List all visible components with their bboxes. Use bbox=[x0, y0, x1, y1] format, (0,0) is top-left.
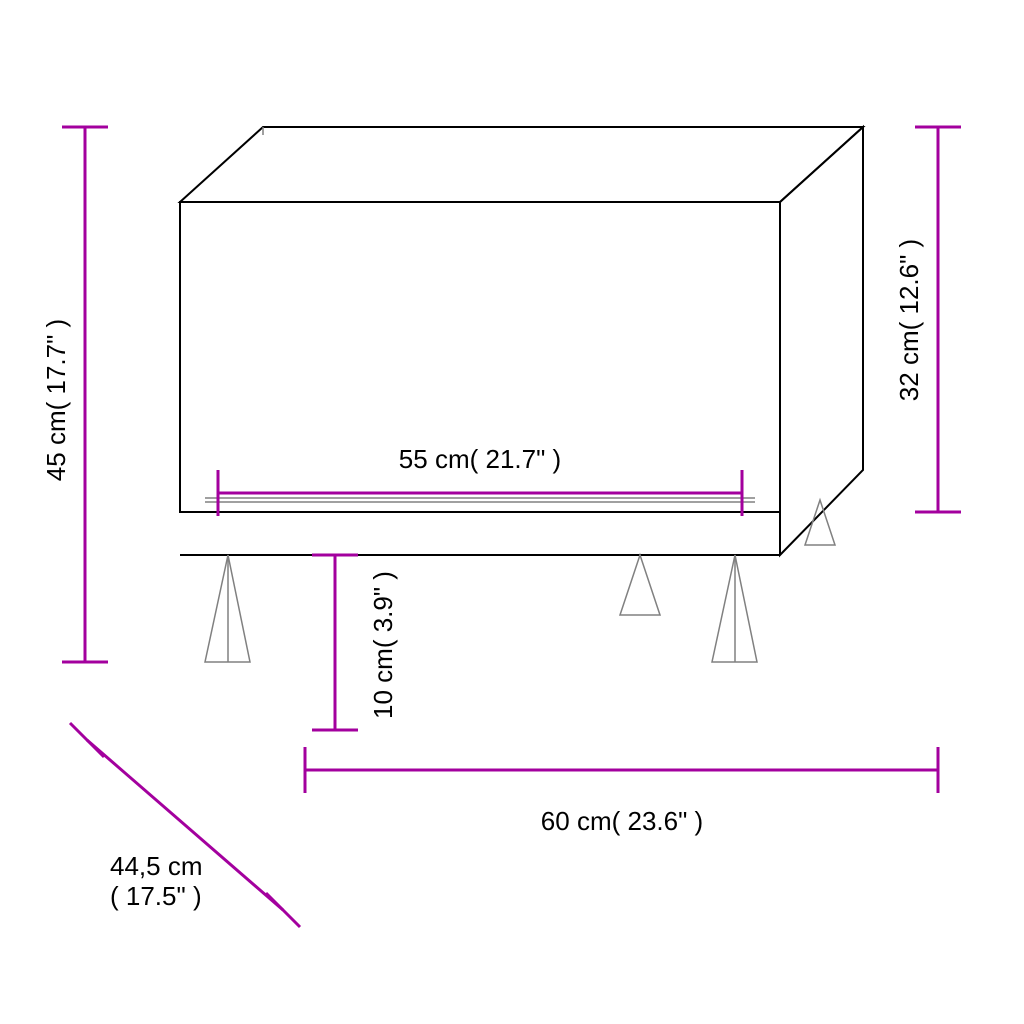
dim-width-total: 60 cm( 23.6" ) bbox=[305, 747, 938, 836]
dim-width-inner: 55 cm( 21.7" ) bbox=[218, 444, 742, 516]
dim-depth: 44,5 cm ( 17.5" ) bbox=[70, 723, 300, 927]
dim-width-total-label: 60 cm( 23.6" ) bbox=[541, 806, 703, 836]
dim-width-inner-label: 55 cm( 21.7" ) bbox=[399, 444, 561, 474]
dim-depth-label: 44,5 cm bbox=[110, 851, 203, 881]
dim-height-legs: 10 cm( 3.9" ) bbox=[312, 555, 398, 730]
svg-text:( 17.5" ): ( 17.5" ) bbox=[110, 881, 202, 911]
dim-height-total-label: 45 cm( 17.7" ) bbox=[41, 319, 71, 481]
dim-height-body: 32 cm( 12.6" ) bbox=[894, 127, 961, 512]
dim-height-body-label: 32 cm( 12.6" ) bbox=[894, 239, 924, 401]
technical-diagram: 45 cm( 17.7" ) 32 cm( 12.6" ) 55 cm( 21.… bbox=[0, 0, 1024, 1024]
furniture-drawing bbox=[180, 127, 863, 662]
dim-height-total: 45 cm( 17.7" ) bbox=[41, 127, 108, 662]
dim-height-legs-label: 10 cm( 3.9" ) bbox=[368, 571, 398, 719]
